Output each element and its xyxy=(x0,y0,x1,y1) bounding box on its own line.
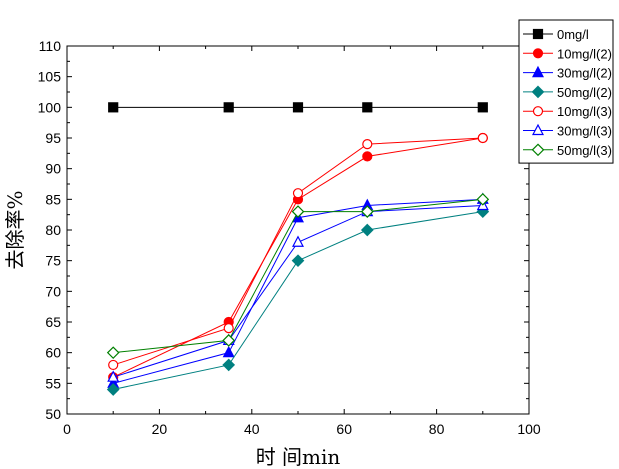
legend-marker xyxy=(532,48,544,59)
legend-marker xyxy=(532,28,544,40)
data-point xyxy=(362,139,373,150)
legend-label: 30mg/l(3) xyxy=(557,124,612,139)
y-tick-label: 95 xyxy=(45,130,61,146)
data-point xyxy=(106,383,120,396)
legend-item-6: 30mg/l(3) xyxy=(523,124,612,139)
data-point xyxy=(222,358,236,372)
legend-item-3: 30mg/l(2) xyxy=(523,66,612,81)
series-4 xyxy=(106,205,490,396)
series-1 xyxy=(108,102,488,113)
data-point xyxy=(291,254,305,268)
x-tick-label: 40 xyxy=(244,421,260,437)
data-point xyxy=(222,334,236,347)
x-tick-label: 20 xyxy=(152,421,168,437)
y-tick-label: 100 xyxy=(38,99,62,115)
legend-label: 30mg/l(2) xyxy=(557,66,612,81)
y-tick-label: 65 xyxy=(45,314,61,330)
legend-marker xyxy=(532,106,544,117)
legend-label: 50mg/l(2) xyxy=(557,85,612,100)
x-tick-label: 60 xyxy=(336,421,352,437)
legend-label: 50mg/l(3) xyxy=(557,143,612,158)
y-tick-label: 85 xyxy=(45,191,61,207)
y-tick-label: 50 xyxy=(45,406,61,422)
plot-frame xyxy=(66,45,530,415)
plot-area xyxy=(66,45,530,415)
legend-marker xyxy=(531,143,545,157)
legend-marker xyxy=(532,65,544,78)
data-point xyxy=(223,102,234,113)
data-point xyxy=(477,132,488,144)
legend-item-5: 10mg/l(3) xyxy=(523,104,612,119)
data-point xyxy=(477,102,488,113)
legend-label: 10mg/l(2) xyxy=(557,46,612,61)
data-point xyxy=(108,102,119,113)
series-5 xyxy=(108,132,488,371)
series-6 xyxy=(107,198,489,382)
x-tick-label: 0 xyxy=(63,421,71,437)
data-point xyxy=(292,188,304,199)
series-7 xyxy=(106,192,490,360)
x-tick-label: 100 xyxy=(517,421,541,437)
y-tick-label: 75 xyxy=(45,253,61,269)
y-tick-label: 105 xyxy=(38,69,62,85)
x-tick-label: 80 xyxy=(429,421,445,437)
data-point xyxy=(107,370,120,382)
data-point xyxy=(222,345,235,358)
legend-label: 10mg/l(3) xyxy=(557,104,612,119)
data-point xyxy=(360,223,374,237)
series-layer xyxy=(106,102,490,396)
y-tick-label: 70 xyxy=(45,283,61,299)
y-axis-title: 去除率% xyxy=(3,190,27,269)
data-point xyxy=(291,205,305,218)
data-point xyxy=(292,235,304,247)
series-line xyxy=(113,137,483,366)
data-point xyxy=(476,192,490,206)
legend-item-2: 10mg/l(2) xyxy=(523,46,612,61)
legend-marker xyxy=(531,85,545,99)
legend-item-7: 50mg/l(3) xyxy=(523,143,612,158)
y-tick-label: 110 xyxy=(39,38,62,54)
data-point xyxy=(362,151,373,162)
legend-item-1: 0mg/l xyxy=(523,27,589,42)
data-point xyxy=(360,205,374,218)
series-line xyxy=(113,198,483,384)
series-3 xyxy=(107,192,489,388)
y-tick-label: 90 xyxy=(45,161,61,177)
y-tick-label: 80 xyxy=(45,222,61,238)
legend: 0mg/l 10mg/l(2) 30mg/l(2) 50mg/l(2) 10mg/l(3… xyxy=(518,19,614,164)
data-point xyxy=(106,346,120,360)
legend-item-4: 50mg/l(2) xyxy=(523,85,612,100)
data-point xyxy=(223,323,234,334)
y-tick-label: 55 xyxy=(45,375,61,391)
legend-marker xyxy=(532,123,544,136)
series-line xyxy=(113,204,483,378)
legend-label: 0mg/l xyxy=(557,27,589,42)
data-point xyxy=(362,102,373,113)
data-point xyxy=(108,359,119,371)
data-point xyxy=(292,102,304,113)
y-tick-label: 60 xyxy=(45,345,61,361)
x-axis-title: 时 间min xyxy=(256,445,341,469)
